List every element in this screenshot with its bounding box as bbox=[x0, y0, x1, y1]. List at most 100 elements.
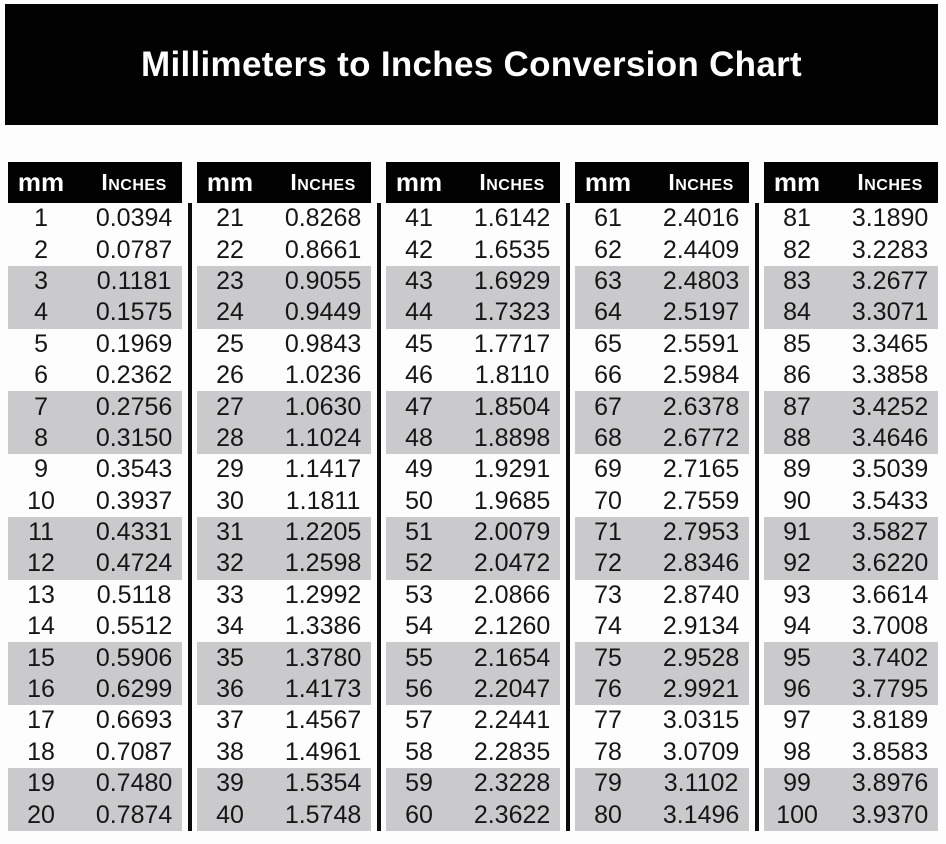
table-row: 49 1.9291 bbox=[386, 454, 560, 485]
mm-value: 15 bbox=[27, 643, 55, 672]
inches-value: 1.7717 bbox=[473, 329, 551, 358]
mm-value: 94 bbox=[783, 612, 811, 641]
inches-value: 3.9370 bbox=[851, 800, 929, 829]
table-row: 14 0.5512 bbox=[8, 611, 182, 642]
mm-value: 39 bbox=[216, 769, 244, 798]
table-row: 20 0.7874 bbox=[8, 799, 182, 831]
inches-column-header: Inches bbox=[857, 169, 923, 195]
inches-value: 0.7087 bbox=[95, 737, 173, 766]
table-row: 41 1.6142 bbox=[386, 203, 560, 234]
table-row: 2 0.0787 bbox=[8, 234, 182, 265]
mm-value: 47 bbox=[405, 392, 433, 421]
mm-value: 9 bbox=[34, 455, 48, 484]
table-row: 25 0.9843 bbox=[197, 329, 371, 360]
inches-value: 2.2047 bbox=[473, 675, 551, 704]
inches-value: 2.3228 bbox=[473, 769, 551, 798]
inches-value: 1.5354 bbox=[284, 769, 362, 798]
inches-value: 2.1260 bbox=[473, 612, 551, 641]
inches-value: 2.0866 bbox=[473, 580, 551, 609]
mm-value: 48 bbox=[405, 423, 433, 452]
mm-value: 70 bbox=[594, 486, 622, 515]
mm-value: 2 bbox=[34, 235, 48, 264]
table-header: mm Inches bbox=[197, 162, 371, 203]
mm-value: 100 bbox=[776, 800, 818, 829]
inches-value: 1.2205 bbox=[284, 518, 362, 547]
mm-value: 80 bbox=[594, 800, 622, 829]
table-row: 79 3.1102 bbox=[575, 768, 749, 800]
table-row: 18 0.7087 bbox=[8, 737, 182, 768]
table-row: 68 2.6772 bbox=[575, 422, 749, 455]
mm-value: 18 bbox=[27, 737, 55, 766]
table-row: 32 1.2598 bbox=[197, 548, 371, 580]
inches-value: 3.3858 bbox=[851, 361, 929, 390]
inches-value: 2.4016 bbox=[662, 204, 740, 233]
inches-value: 1.3780 bbox=[284, 643, 362, 672]
mm-value: 58 bbox=[405, 737, 433, 766]
mm-value: 3 bbox=[34, 266, 48, 295]
inches-value: 1.3386 bbox=[284, 612, 362, 641]
inches-value: 0.5512 bbox=[95, 612, 173, 641]
inches-value: 2.5197 bbox=[662, 298, 740, 327]
table-row: 76 2.9921 bbox=[575, 673, 749, 706]
table-row: 51 2.0079 bbox=[386, 516, 560, 549]
inches-value: 1.0236 bbox=[284, 361, 362, 390]
table-row: 52 2.0472 bbox=[386, 548, 560, 580]
mm-column-header: mm bbox=[17, 167, 65, 197]
conversion-tables: mm Inches 1 0.0394 2 0.0787 3 0.1181 4 0.1575 5 0… bbox=[8, 162, 938, 831]
table-row: 31 1.2205 bbox=[197, 516, 371, 549]
inches-value: 1.9685 bbox=[473, 486, 551, 515]
mm-value: 86 bbox=[783, 361, 811, 390]
inches-value: 3.0315 bbox=[662, 706, 740, 735]
mm-value: 54 bbox=[405, 612, 433, 641]
table-row: 86 3.3858 bbox=[764, 360, 938, 391]
inches-value: 2.3622 bbox=[473, 800, 551, 829]
mm-value: 42 bbox=[405, 235, 433, 264]
mm-value: 65 bbox=[594, 329, 622, 358]
table-row: 71 2.7953 bbox=[575, 516, 749, 549]
table-row: 34 1.3386 bbox=[197, 611, 371, 642]
inches-value: 0.3937 bbox=[95, 486, 173, 515]
mm-value: 90 bbox=[783, 486, 811, 515]
table-divider bbox=[377, 203, 381, 831]
inches-value: 3.2283 bbox=[851, 235, 929, 264]
table-row: 83 3.2677 bbox=[764, 265, 938, 298]
mm-value: 28 bbox=[216, 423, 244, 452]
inches-value: 0.6693 bbox=[95, 706, 173, 735]
inches-value: 1.8898 bbox=[473, 423, 551, 452]
table-row: 57 2.2441 bbox=[386, 705, 560, 736]
inches-value: 1.2598 bbox=[284, 549, 362, 578]
table-body: 41 1.6142 42 1.6535 43 1.6929 44 1.7323 45 1.7717… bbox=[386, 203, 560, 831]
mm-value: 40 bbox=[216, 800, 244, 829]
mm-value: 56 bbox=[405, 675, 433, 704]
mm-column-header: mm bbox=[773, 167, 821, 197]
inches-value: 1.4961 bbox=[284, 737, 362, 766]
table-row: 69 2.7165 bbox=[575, 454, 749, 485]
inches-value: 2.0472 bbox=[473, 549, 551, 578]
mm-value: 51 bbox=[405, 518, 433, 547]
mm-value: 74 bbox=[594, 612, 622, 641]
table-row: 42 1.6535 bbox=[386, 234, 560, 265]
table-row: 24 0.9449 bbox=[197, 297, 371, 329]
mm-value: 60 bbox=[405, 800, 433, 829]
table-row: 30 1.1811 bbox=[197, 486, 371, 517]
inches-value: 0.8661 bbox=[284, 235, 362, 264]
table-row: 56 2.2047 bbox=[386, 673, 560, 706]
table-body: 1 0.0394 2 0.0787 3 0.1181 4 0.1575 5 0.1969 6 0.23… bbox=[8, 203, 182, 831]
inches-value: 2.1654 bbox=[473, 643, 551, 672]
table-body: 21 0.8268 22 0.8661 23 0.9055 24 0.9449 25 0.9843… bbox=[197, 203, 371, 831]
inches-value: 3.5433 bbox=[851, 486, 929, 515]
inches-value: 3.3465 bbox=[851, 329, 929, 358]
inches-value: 2.8346 bbox=[662, 549, 740, 578]
inches-value: 2.0079 bbox=[473, 518, 551, 547]
mm-value: 10 bbox=[27, 486, 55, 515]
mm-value: 26 bbox=[216, 361, 244, 390]
inches-value: 3.6614 bbox=[851, 580, 929, 609]
mm-value: 44 bbox=[405, 298, 433, 327]
table-row: 90 3.5433 bbox=[764, 486, 938, 517]
inches-value: 2.5984 bbox=[662, 361, 740, 390]
table-row: 50 1.9685 bbox=[386, 486, 560, 517]
mm-value: 8 bbox=[34, 423, 48, 452]
inches-value: 1.0630 bbox=[284, 392, 362, 421]
inches-value: 1.1417 bbox=[284, 455, 362, 484]
mm-value: 59 bbox=[405, 769, 433, 798]
